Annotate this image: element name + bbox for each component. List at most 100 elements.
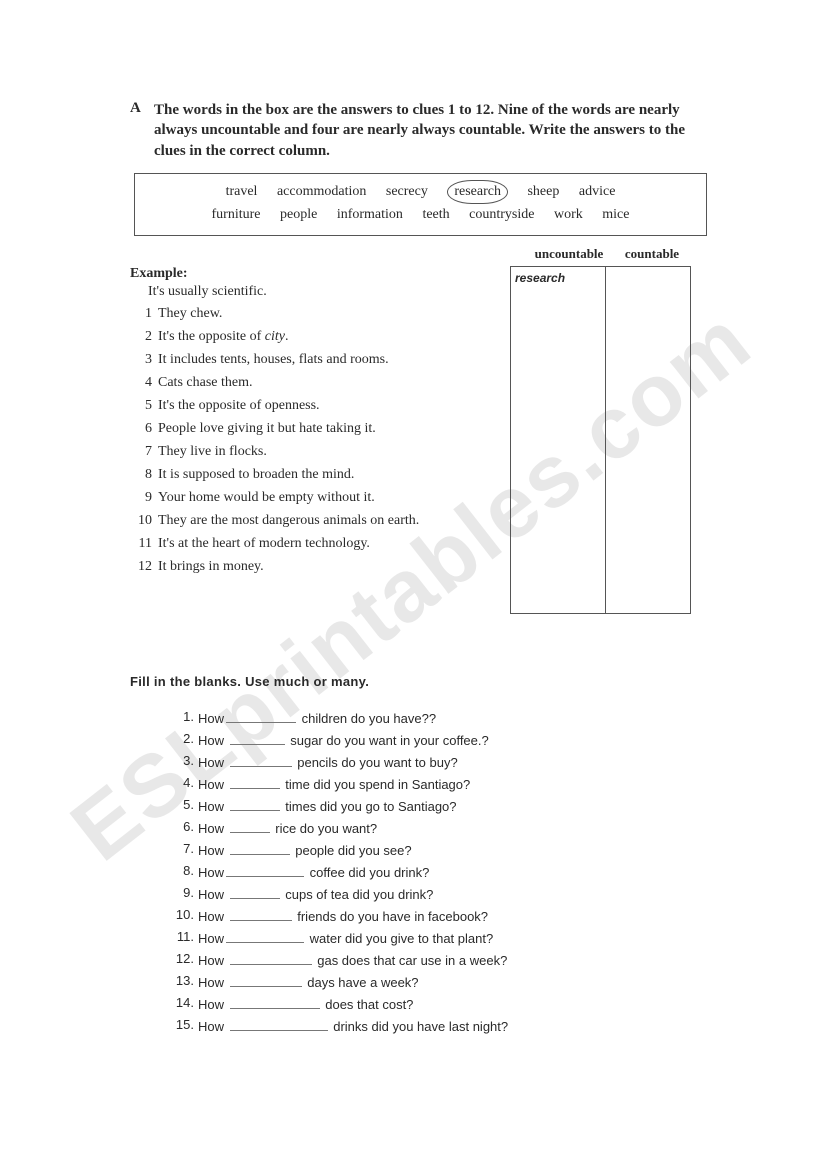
word-item: information [337, 204, 403, 226]
clue-number: 5 [130, 398, 158, 414]
word-item: furniture [212, 204, 261, 226]
clue-text: They live in flocks. [158, 444, 267, 460]
fill-pre: How [198, 799, 228, 814]
fill-row: 7.How people did you see? [170, 841, 711, 858]
section-a-header: A The words in the box are the answers t… [130, 100, 711, 161]
blank-input[interactable] [226, 929, 304, 943]
answer-col-uncountable[interactable]: research [511, 267, 606, 613]
blank-input[interactable] [230, 841, 290, 855]
clue-text: It includes tents, houses, flats and roo… [158, 352, 389, 368]
clue-number: 7 [130, 444, 158, 460]
fill-pre: How [198, 733, 228, 748]
word-item-circled: research [447, 180, 508, 204]
example-text: It's usually scientific. [148, 284, 500, 300]
blank-input[interactable] [230, 1017, 328, 1031]
fill-number: 11. [170, 929, 198, 946]
fill-text: How time did you spend in Santiago? [198, 775, 470, 792]
example-answer: research [515, 271, 565, 285]
fill-row: 8.How coffee did you drink? [170, 863, 711, 880]
clue-row: 7They live in flocks. [130, 444, 500, 460]
blank-input[interactable] [230, 731, 285, 745]
fill-row: 10.How friends do you have in facebook? [170, 907, 711, 924]
section-b: Fill in the blanks. Use much or many. 1.… [130, 674, 711, 1034]
word-box: travel accommodation secrecy research sh… [134, 173, 707, 236]
fill-number: 10. [170, 907, 198, 924]
clue-text: It's at the heart of modern technology. [158, 536, 370, 552]
blank-input[interactable] [230, 775, 280, 789]
fill-text: How pencils do you want to buy? [198, 753, 458, 770]
fill-row: 13.How days have a week? [170, 973, 711, 990]
clue-text: It's the opposite of openness. [158, 398, 320, 414]
blank-input[interactable] [230, 819, 270, 833]
fill-text: How friends do you have in facebook? [198, 907, 488, 924]
fill-pre: How [198, 887, 228, 902]
clue-number: 12 [130, 559, 158, 575]
fill-number: 13. [170, 973, 198, 990]
clue-text: They are the most dangerous animals on e… [158, 513, 419, 529]
fill-post: friends do you have in facebook? [294, 909, 488, 924]
fill-row: 4.How time did you spend in Santiago? [170, 775, 711, 792]
fill-row: 12.How gas does that car use in a week? [170, 951, 711, 968]
clue-row: 2It's the opposite of city. [130, 329, 500, 345]
blank-input[interactable] [230, 973, 302, 987]
blank-input[interactable] [226, 709, 296, 723]
blank-input[interactable] [230, 753, 292, 767]
fill-post: gas does that car use in a week? [314, 953, 508, 968]
blank-input[interactable] [230, 995, 320, 1009]
fill-post: drinks did you have last night? [330, 1019, 509, 1034]
fill-post: times did you go to Santiago? [282, 799, 457, 814]
clues-list: Example: It's usually scientific. 1They … [130, 266, 510, 582]
answer-table: research [510, 266, 691, 614]
blank-input[interactable] [230, 907, 292, 921]
blank-input[interactable] [230, 797, 280, 811]
blank-input[interactable] [226, 863, 304, 877]
fill-number: 9. [170, 885, 198, 902]
fill-post: coffee did you drink? [306, 865, 429, 880]
word-item: work [554, 204, 583, 226]
fill-pre: How [198, 1019, 228, 1034]
fill-text: How drinks did you have last night? [198, 1017, 508, 1034]
fill-text: How coffee did you drink? [198, 863, 429, 880]
word-item: travel [226, 181, 258, 203]
fill-pre: How [198, 997, 228, 1012]
fill-text: How gas does that car use in a week? [198, 951, 507, 968]
clue-row: 12It brings in money. [130, 559, 500, 575]
fill-pre: How [198, 755, 228, 770]
blank-input[interactable] [230, 951, 312, 965]
fill-pre: How [198, 711, 224, 726]
fill-text: How days have a week? [198, 973, 419, 990]
word-item: countryside [469, 204, 534, 226]
fill-text: How people did you see? [198, 841, 412, 858]
clue-text: It's the opposite of city. [158, 329, 288, 345]
example-label: Example: [130, 266, 500, 282]
fill-pre: How [198, 975, 228, 990]
clue-number: 10 [130, 513, 158, 529]
fill-post: rice do you want? [272, 821, 378, 836]
blank-input[interactable] [230, 885, 280, 899]
word-item: accommodation [277, 181, 366, 203]
clue-row: 5It's the opposite of openness. [130, 398, 500, 414]
clue-text: Cats chase them. [158, 375, 252, 391]
clue-row: 9Your home would be empty without it. [130, 490, 500, 506]
fill-number: 1. [170, 709, 198, 726]
fill-text: How does that cost? [198, 995, 413, 1012]
fill-row: 9.How cups of tea did you drink? [170, 885, 711, 902]
fill-row: 3.How pencils do you want to buy? [170, 753, 711, 770]
fill-number: 14. [170, 995, 198, 1012]
clue-text: It brings in money. [158, 559, 264, 575]
fill-row: 14.How does that cost? [170, 995, 711, 1012]
clue-row: 8It is supposed to broaden the mind. [130, 467, 500, 483]
section-a-letter: A [130, 100, 154, 161]
section-b-title: Fill in the blanks. Use much or many. [130, 674, 711, 689]
fill-post: children do you have?? [298, 711, 436, 726]
fill-pre: How [198, 843, 228, 858]
word-item: sheep [527, 181, 559, 203]
fill-post: does that cost? [322, 997, 414, 1012]
fill-row: 2.How sugar do you want in your coffee.? [170, 731, 711, 748]
answer-col-countable[interactable] [606, 267, 690, 613]
clue-area: Example: It's usually scientific. 1They … [130, 266, 711, 614]
fill-number: 12. [170, 951, 198, 968]
fill-post: days have a week? [304, 975, 419, 990]
fill-text: How water did you give to that plant? [198, 929, 493, 946]
word-item: people [280, 204, 317, 226]
